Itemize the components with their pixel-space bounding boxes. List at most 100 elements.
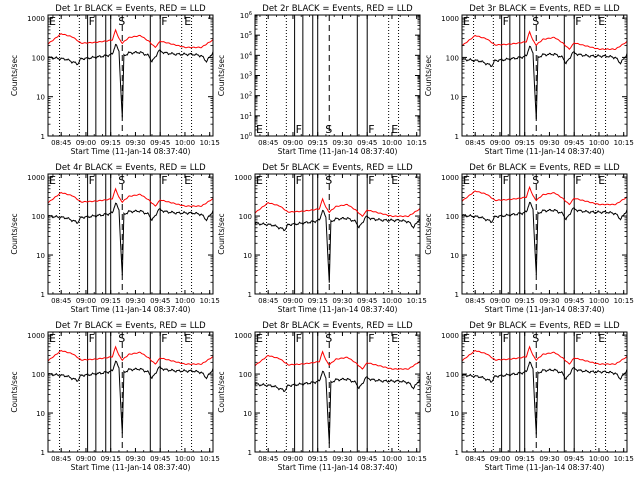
marker-label: F [296,332,302,345]
marker-label: E [463,332,470,345]
x-tick-label: 09:45 [564,139,584,147]
panel-title: Det 7r BLACK = Events, RED = LLD [55,321,206,331]
plot-frame [47,173,214,295]
y-tick-label: 10 [243,410,252,418]
y-axis-label: Counts/sec [424,371,433,412]
x-tick-label: 09:15 [308,297,328,305]
x-tick-label: 10:00 [175,455,195,463]
y-tick-label: 10 [36,410,45,418]
y-tick-label: 106 [240,11,252,20]
y-tick-label: 100 [240,132,252,141]
y-tick-label: 1000 [27,174,45,182]
marker-label: S [118,174,125,187]
x-tick-label: 09:30 [332,455,352,463]
x-tick-label: 09:30 [539,455,559,463]
marker-label: F [575,332,581,345]
x-tick-label: 09:45 [357,297,377,305]
x-tick-label: 09:30 [125,297,145,305]
marker-label: S [532,15,539,28]
y-tick-label: 10 [36,252,45,260]
x-tick-label: 10:00 [589,455,609,463]
marker-label: F [368,332,374,345]
y-tick-label: 100 [446,371,459,379]
lld-series-line [254,197,421,218]
events-series-line [461,45,628,120]
y-tick-label: 10 [450,410,459,418]
events-series-line [47,360,214,434]
x-tick-label: 09:45 [150,297,170,305]
x-tick-label: 09:15 [515,297,535,305]
x-tick-label: 10:15 [407,139,427,147]
plot-frame [461,173,628,295]
y-tick-label: 1 [41,133,45,141]
y-tick-label: 10 [243,252,252,260]
x-tick-label: 09:45 [150,139,170,147]
marker-label: F [368,174,374,187]
y-axis-label: Counts/sec [424,55,433,96]
x-axis-label: Start Time (11-Jan-14 08:37:40) [485,147,605,156]
y-axis-label: Counts/sec [217,371,226,412]
y-axis-label: Counts/sec [10,55,19,96]
x-tick-label: 09:15 [308,455,328,463]
x-tick-label: 08:45 [258,139,278,147]
events-series-line [461,201,628,275]
x-tick-label: 09:15 [308,139,328,147]
y-tick-label: 10 [450,94,459,102]
y-tick-label: 100 [239,371,252,379]
x-tick-label: 09:45 [564,297,584,305]
x-axis-label: Start Time (11-Jan-14 08:37:40) [485,305,605,314]
y-axis-label: Counts/sec [424,213,433,254]
x-tick-label: 09:00 [490,297,510,305]
plot-frame [47,14,214,137]
marker-label: F [161,332,167,345]
events-series-line [254,370,421,444]
y-tick-label: 1 [455,133,459,141]
lld-series-line [47,187,214,207]
marker-label: S [532,332,539,345]
lld-series-line [461,345,628,365]
panel-title: Det 8r BLACK = Events, RED = LLD [262,321,413,331]
x-tick-label: 10:15 [614,139,634,147]
marker-label: E [49,332,56,345]
y-tick-label: 100 [446,54,459,62]
x-tick-label: 10:00 [382,139,402,147]
x-axis-label: Start Time (11-Jan-14 08:37:40) [485,463,605,472]
y-tick-label: 10 [36,94,45,102]
y-tick-label: 1 [41,449,45,457]
marker-label: E [256,123,263,136]
x-tick-label: 10:00 [382,297,402,305]
y-tick-label: 1000 [441,332,459,340]
y-tick-label: 100 [32,213,45,221]
y-tick-label: 1 [248,291,252,299]
x-tick-label: 09:15 [101,297,121,305]
x-tick-label: 09:30 [332,297,352,305]
y-tick-label: 1000 [27,332,45,340]
plot-frame [47,331,214,453]
marker-label: F [503,174,509,187]
x-tick-label: 09:00 [283,297,303,305]
marker-label: E [391,332,398,345]
y-tick-label: 1000 [234,332,252,340]
plot-frame [254,14,421,137]
x-tick-label: 09:30 [539,139,559,147]
marker-label: F [89,332,95,345]
y-tick-label: 1 [248,449,252,457]
events-series-line [47,43,214,118]
x-tick-label: 09:00 [76,455,96,463]
x-tick-label: 09:00 [76,297,96,305]
lld-series-line [47,345,214,365]
x-tick-label: 08:45 [51,139,71,147]
panel-title: Det 2r BLACK = Events, RED = LLD [262,4,413,14]
x-tick-label: 10:15 [200,139,220,147]
y-axis-label: Counts/sec [10,371,19,412]
panel-title: Det 4r BLACK = Events, RED = LLD [55,163,206,173]
plot-frame [461,331,628,453]
x-tick-label: 09:15 [515,139,535,147]
marker-label: E [49,174,56,187]
marker-label: F [503,15,509,28]
